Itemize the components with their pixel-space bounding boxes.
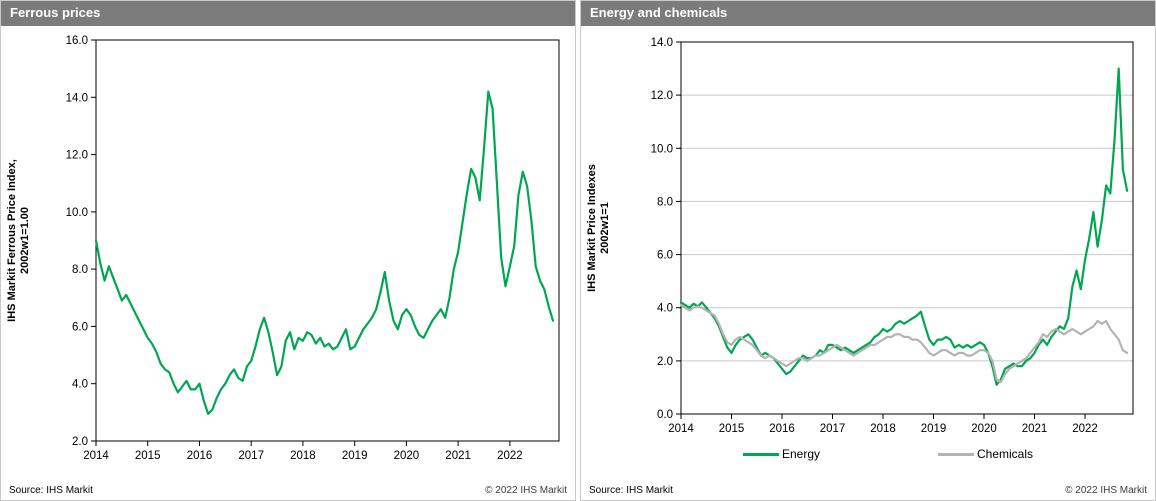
source-text: Source: IHS Markit [9,485,93,496]
svg-text:10.0: 10.0 [66,207,88,219]
svg-text:2017: 2017 [820,423,846,435]
svg-text:2020: 2020 [971,423,997,435]
svg-text:2016: 2016 [769,423,795,435]
ferrous-price-chart: 2.0 4.0 6.0 8.0 10.0 12.0 14.0 16.0 2014 2015 2016… [6,35,560,462]
copyright-text: © 2022 IHS Markit [1065,485,1147,496]
svg-text:2018: 2018 [290,450,316,462]
panel-title-ferrous: Ferrous prices [1,1,575,26]
energy-chemicals-panel: Energy and chemicals 0.0 2.0 4.0 6.0 8.0 10.0… [580,0,1156,501]
svg-text:4.0: 4.0 [72,379,88,391]
energy-panel-footer: Source: IHS Markit © 2022 IHS Markit [581,483,1155,500]
svg-text:IHS Markit Ferrous Price Index: IHS Markit Ferrous Price Index, [6,159,18,322]
svg-text:2020: 2020 [394,450,420,462]
ferrous-panel-footer: Source: IHS Markit © 2022 IHS Markit [1,483,575,500]
svg-text:2022: 2022 [497,450,523,462]
svg-text:2002w1=1.00: 2002w1=1.00 [19,207,31,274]
svg-text:14.0: 14.0 [66,92,88,104]
svg-text:IHS Markit Price Indexes: IHS Markit Price Indexes [586,164,598,292]
panel-title-energy-chemicals: Energy and chemicals [581,1,1155,26]
svg-text:2014: 2014 [83,450,109,462]
svg-text:2015: 2015 [719,423,745,435]
svg-text:16.0: 16.0 [66,35,88,47]
svg-text:12.0: 12.0 [66,150,88,162]
svg-text:2021: 2021 [1022,423,1048,435]
svg-text:2022: 2022 [1072,423,1098,435]
legend-label-energy: Energy [781,447,820,461]
svg-text:2014: 2014 [668,423,694,435]
copyright-text: © 2022 IHS Markit [485,485,567,496]
svg-text:2015: 2015 [135,450,161,462]
energy-chemicals-chart-area: 0.0 2.0 4.0 6.0 8.0 10.0 12.0 14.0 2014 2015 2016 2… [581,26,1155,446]
legend-item-energy: Energy [742,447,820,461]
svg-text:2019: 2019 [921,423,947,435]
svg-text:8.0: 8.0 [72,264,88,276]
svg-text:0.0: 0.0 [657,409,673,421]
svg-text:6.0: 6.0 [657,250,673,262]
svg-text:10.0: 10.0 [651,143,673,155]
ferrous-prices-panel: Ferrous prices 2.0 4.0 6.0 8.0 10.0 12.0 14.0 1… [0,0,576,501]
svg-text:12.0: 12.0 [651,90,673,102]
svg-text:2017: 2017 [238,450,264,462]
legend-label-chemicals: Chemicals [977,447,1034,461]
ferrous-chart-area: 2.0 4.0 6.0 8.0 10.0 12.0 14.0 16.0 2014 2015 2016… [1,26,575,474]
source-text: Source: IHS Markit [589,485,673,496]
svg-text:2002w1=1: 2002w1=1 [599,202,611,254]
chemicals-line-swatch [938,452,974,456]
svg-text:4.0: 4.0 [657,303,673,315]
svg-text:2.0: 2.0 [657,356,673,368]
legend-item-chemicals: Chemicals [938,447,1033,461]
svg-text:8.0: 8.0 [657,196,673,208]
svg-text:2018: 2018 [870,423,896,435]
svg-text:2021: 2021 [445,450,471,462]
svg-text:2.0: 2.0 [72,436,88,448]
svg-text:2019: 2019 [342,450,368,462]
svg-text:2016: 2016 [187,450,213,462]
svg-text:6.0: 6.0 [72,321,88,333]
svg-text:14.0: 14.0 [651,37,673,49]
energy-chemicals-chart: 0.0 2.0 4.0 6.0 8.0 10.0 12.0 14.0 2014 2015 2016 2… [586,37,1134,435]
chart-legend: Energy Chemicals [581,446,1155,466]
energy-line-swatch [742,452,779,456]
